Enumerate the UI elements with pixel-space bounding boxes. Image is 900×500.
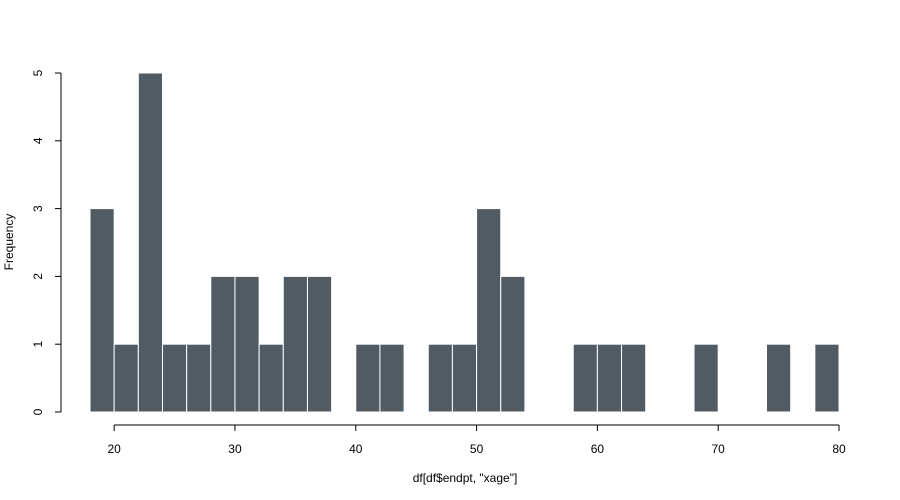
- histogram-bar: [161, 343, 188, 413]
- histogram-bar: [451, 343, 478, 413]
- y-tick-label: 3: [31, 205, 45, 212]
- x-tick-label: 30: [228, 442, 242, 456]
- histogram-bar: [113, 343, 139, 413]
- histogram-bar: [282, 275, 308, 413]
- histogram-bar: [476, 208, 502, 413]
- histogram-bar: [693, 343, 719, 413]
- histogram-bar: [306, 275, 333, 413]
- histogram-bar: [500, 275, 526, 413]
- x-tick-label: 40: [349, 442, 363, 456]
- histogram-bar: [258, 343, 284, 413]
- histogram-bar: [596, 343, 623, 413]
- y-tick-label: 0: [31, 408, 45, 415]
- histogram-bar: [427, 343, 453, 413]
- x-tick-label: 80: [832, 442, 846, 456]
- histogram-bar: [379, 343, 405, 413]
- histogram-bar: [210, 275, 236, 413]
- histogram-bar: [89, 208, 115, 413]
- histogram-bar: [814, 343, 840, 413]
- histogram-bar: [355, 343, 381, 413]
- y-tick-label: 1: [31, 341, 45, 348]
- histogram-bar: [621, 343, 647, 413]
- histogram-bars: [89, 72, 840, 413]
- y-tick-label: 4: [31, 137, 45, 144]
- x-tick-label: 50: [470, 442, 484, 456]
- histogram-bar: [137, 72, 163, 413]
- y-tick-label: 5: [31, 69, 45, 76]
- x-tick-label: 20: [107, 442, 121, 456]
- x-axis: 20 30 40 50 60 70 80: [107, 424, 846, 456]
- x-tick-label: 60: [591, 442, 605, 456]
- histogram-bar: [234, 275, 260, 413]
- histogram-bar: [186, 343, 212, 413]
- histogram-bar: [572, 343, 598, 413]
- histogram-bar: [766, 343, 792, 413]
- x-tick-label: 70: [712, 442, 726, 456]
- y-axis: 0 1 2 3 4 5: [31, 69, 62, 415]
- x-axis-label: df[df$endpt, "xage"]: [413, 471, 518, 485]
- y-axis-label: Frequency: [2, 214, 16, 271]
- y-tick-label: 2: [31, 273, 45, 280]
